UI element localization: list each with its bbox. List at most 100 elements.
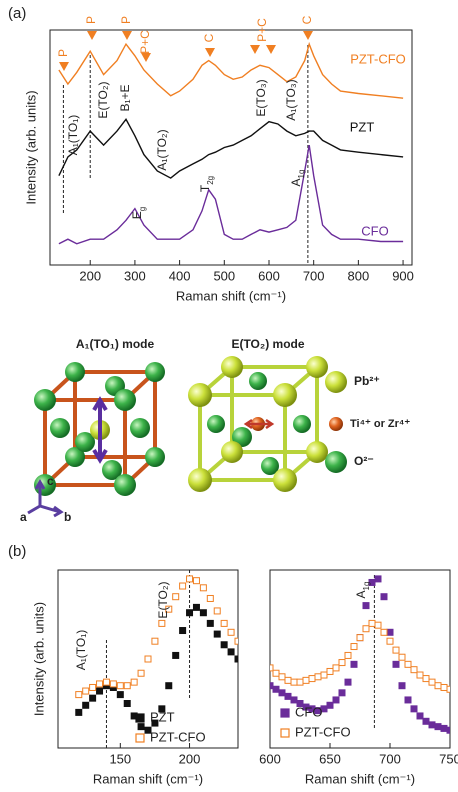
- x-tick-label: 700: [303, 268, 325, 283]
- annotation: B₁+E: [118, 84, 132, 111]
- species-label: Ti⁴⁺ or Zr⁴⁺: [350, 418, 410, 430]
- point: [273, 670, 279, 676]
- series-group: [59, 44, 403, 244]
- point: [381, 594, 387, 600]
- annotation: Eg: [130, 207, 146, 219]
- annotation-text: P: [84, 16, 98, 24]
- axis-letter: b: [64, 510, 71, 524]
- point: [351, 644, 357, 650]
- annotation: P+C: [255, 18, 269, 42]
- x-tick-label: 650: [319, 751, 341, 766]
- point: [235, 638, 241, 644]
- panel-label: (b): [8, 543, 26, 560]
- annotation: E(TO₃): [254, 79, 268, 116]
- annotation-sub: 1g: [362, 582, 371, 591]
- annotation-text: E(TO₃): [254, 79, 268, 116]
- point: [90, 684, 96, 690]
- annotation-text: E(TO₂): [156, 581, 170, 618]
- point: [321, 672, 327, 678]
- annotation: A₁(TO₂): [155, 129, 169, 170]
- peak-marker: [250, 45, 260, 54]
- point: [441, 725, 447, 731]
- point: [303, 677, 309, 683]
- point: [345, 652, 351, 658]
- point: [267, 665, 273, 671]
- axis-letter: c: [47, 474, 54, 488]
- annotation: A1g: [289, 170, 305, 187]
- y-axis-label: Intensity (arb. units): [31, 602, 46, 716]
- point: [345, 679, 351, 685]
- point: [327, 668, 333, 674]
- point: [97, 688, 103, 694]
- point: [291, 679, 297, 685]
- annotation-text: P: [119, 16, 133, 24]
- peak-marker: [122, 31, 132, 40]
- page: {"panel_labels": ["(a)", "(b)"], "chart_…: [0, 0, 458, 792]
- annotation: A₁(TO₃): [284, 79, 298, 120]
- species-label: O²⁻: [354, 454, 374, 468]
- x-tick-label: 300: [124, 268, 146, 283]
- point: [417, 672, 423, 678]
- point: [180, 583, 186, 589]
- x-tick-label: 200: [179, 751, 201, 766]
- point: [159, 620, 165, 626]
- annotation: P: [84, 16, 98, 24]
- point: [297, 679, 303, 685]
- point: [207, 620, 213, 626]
- legend-sphere: [329, 417, 343, 431]
- point: [423, 676, 429, 682]
- point: [411, 706, 417, 712]
- point: [363, 603, 369, 609]
- x-tick-label: 800: [348, 268, 370, 283]
- point: [83, 702, 89, 708]
- point: [103, 679, 109, 685]
- point: [124, 701, 130, 707]
- point: [435, 683, 441, 689]
- point: [235, 656, 241, 662]
- x-axis-label: Raman shift (cm⁻¹): [93, 771, 203, 786]
- point: [207, 595, 213, 601]
- annotation-text: A₁(TO₂): [155, 129, 169, 170]
- point: [339, 660, 345, 666]
- axis-letter: a: [20, 510, 27, 524]
- point: [173, 652, 179, 658]
- point: [214, 608, 220, 614]
- point: [393, 647, 399, 653]
- annotation-text: A: [289, 178, 303, 186]
- annotation: A₁(TO₁): [66, 115, 80, 156]
- mode-title: E(TO₂) mode: [231, 337, 304, 351]
- legend-sphere: [325, 371, 347, 393]
- legend-marker: [281, 729, 289, 737]
- peak-marker: [87, 31, 97, 40]
- point: [375, 576, 381, 582]
- point: [423, 718, 429, 724]
- x-axis-label: Raman shift (cm⁻¹): [305, 771, 415, 786]
- annotation-sub: 2g: [206, 176, 215, 185]
- x-axis-label: Raman shift (cm⁻¹): [176, 288, 286, 303]
- figure: (a) (b) A: [0, 0, 458, 792]
- annotation-text: E(TO₂): [96, 81, 110, 118]
- legend-label: PZT: [150, 709, 175, 724]
- point: [405, 697, 411, 703]
- peak-marker: [59, 62, 69, 71]
- point: [429, 679, 435, 685]
- point: [117, 683, 123, 689]
- point: [279, 674, 285, 680]
- point: [381, 629, 387, 635]
- annotation: P: [56, 49, 70, 57]
- annotation: C: [300, 15, 314, 24]
- axis-triad: [28, 482, 61, 516]
- point: [228, 629, 234, 635]
- point: [76, 709, 82, 715]
- point: [357, 635, 363, 641]
- point: [327, 702, 333, 708]
- annotation-text: E: [130, 211, 144, 219]
- annotation-text: A₁(TO₃): [284, 79, 298, 120]
- point: [309, 676, 315, 682]
- legend-label: CFO: [295, 704, 322, 719]
- point: [214, 631, 220, 637]
- series-label: PZT: [350, 119, 375, 134]
- point: [110, 681, 116, 687]
- annotation-text: A₁(TO₁): [66, 115, 80, 156]
- series-line: [59, 145, 403, 244]
